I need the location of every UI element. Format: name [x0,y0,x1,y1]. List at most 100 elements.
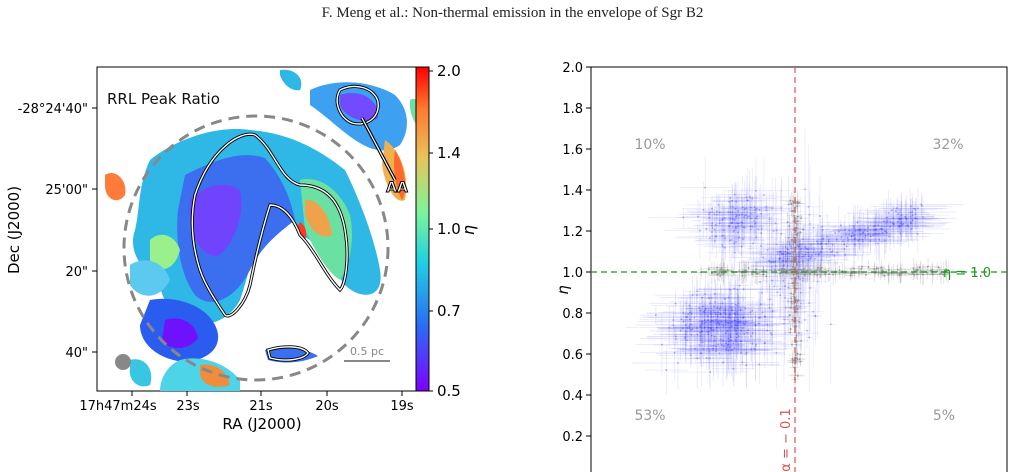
scatter-point [914,208,917,211]
scatter-point [689,311,692,314]
scatter-point [837,230,840,233]
scatter-point [700,326,702,329]
scatter-point [736,320,739,323]
scatter-point [796,311,798,313]
scatter-point [851,272,853,275]
scatter-point [730,309,733,312]
scatter-point [709,236,711,239]
scatter-point [804,246,807,249]
scatter-point [916,232,919,235]
scatter-point [813,272,816,275]
scatter-point [715,210,718,213]
scatter-point [750,348,753,351]
scatter-point [798,358,801,361]
scatter-point [850,235,853,238]
scatter-point [804,188,806,191]
scatter-point [807,259,810,262]
scatter-point [772,261,775,264]
scatter-point [901,224,904,227]
scatter-point [729,321,731,324]
scatter-point [740,351,742,354]
scatter-point [892,217,895,219]
scatter-point [705,357,708,359]
scatter-point [809,223,811,225]
scatter-point [812,310,815,313]
scatter-point [818,270,821,273]
scatter-point [796,215,799,218]
scatter-point [706,319,709,322]
scatter-point [729,316,732,319]
scatter-point [795,272,798,274]
scatter-point [723,269,725,272]
scatter-point [765,275,768,278]
scatter-point [688,304,691,307]
scatter-point [736,311,738,313]
scatter-point [724,309,727,312]
scatter-point [711,329,713,332]
scatter-point [814,257,816,260]
scatter-point [852,234,855,237]
scatter-point [794,253,797,256]
scatter-point [743,226,746,229]
scatter-point [733,319,736,322]
scatter-point [821,238,824,241]
scatter-point [788,252,790,255]
scatter-point [883,239,886,242]
scatter-point [856,221,859,224]
scatter-point [857,239,859,242]
scatter-point [684,335,687,338]
scatter-point [732,367,735,370]
scatter-point [919,269,922,272]
scatter-point [848,229,851,232]
scatter-point [695,327,698,329]
scatter-point [699,324,702,327]
scatter-point [715,345,717,348]
scatter-point [733,312,736,315]
scatter-point [703,322,706,325]
scatter-point [838,271,841,274]
scatter-point [685,339,688,342]
scatter-point [799,291,802,294]
map-x-tick-label-5: 19s [390,399,414,414]
scatter-point [718,222,721,224]
scatter-point [723,246,726,249]
scatter-point [791,282,794,285]
scatter-point [790,247,793,250]
scatter-point [718,324,721,326]
scatter-point [906,224,909,227]
scatter-point [851,231,854,234]
scatter-point [764,341,766,344]
scatter-point [687,313,690,315]
scatter-point [686,316,688,318]
scatter-point [779,251,782,253]
scatter-point [711,222,714,224]
scatter-point [754,221,757,224]
scatter-point [703,319,706,321]
scatter-point [861,240,864,243]
scatter-point [723,217,726,220]
scatter-point [717,204,720,206]
scatter-point [786,271,789,274]
scatter-point [740,245,743,248]
scatter-point [867,226,869,229]
scatter-point [702,310,705,313]
scatter-point [792,274,795,276]
scatter-point [711,320,714,322]
scatter-point [736,332,738,335]
scatter-point [799,353,802,356]
scatter-point [709,211,712,214]
scatter-point [741,213,744,216]
scatter-point [937,266,940,269]
scatter-point [731,199,733,202]
quadrant-label-top-left: 10% [634,137,665,153]
scatter-point [722,361,724,364]
ratio-map-blobs [105,69,428,391]
scatter-point [881,232,884,235]
scatter-point [699,335,702,337]
scatter-point [730,349,733,352]
scatter-point [776,251,779,253]
scatter-point [808,302,811,304]
scalebar-label: 0.5 pc [350,345,384,358]
scatter-point [742,316,744,319]
scatter-point [858,238,861,241]
